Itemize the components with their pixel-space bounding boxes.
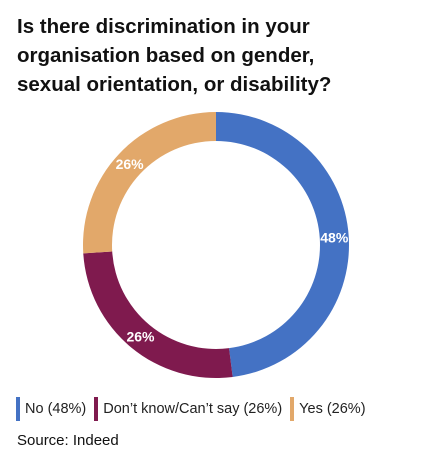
source-note: Source: Indeed xyxy=(17,432,119,449)
chart-legend: No (48%) Don’t know/Can’t say (26%) Yes … xyxy=(16,396,374,422)
legend-swatch-yes xyxy=(290,397,295,421)
chart-title-line-1: Is there discrimination in your xyxy=(17,15,310,38)
legend-label-dont-know: Don’t know/Can’t say (26%) xyxy=(103,401,283,417)
donut-slice-no xyxy=(216,112,350,377)
legend-item-yes: Yes (26%) xyxy=(290,397,366,421)
legend-item-dont-know: Don’t know/Can’t say (26%) xyxy=(94,397,282,421)
slice-label-dont-know: 26% xyxy=(126,328,155,344)
legend-label-no: No (48%) xyxy=(25,401,87,417)
slice-label-yes: 26% xyxy=(116,156,145,172)
chart-title: Is there discrimination in your organisa… xyxy=(17,12,427,99)
legend-label-yes: Yes (26%) xyxy=(299,401,366,417)
legend-swatch-no xyxy=(16,397,20,421)
donut-chart: 48% 26% 26% xyxy=(83,112,350,379)
slice-label-no: 48% xyxy=(320,230,349,246)
legend-swatch-dont-know xyxy=(94,397,99,421)
donut-slice-dont-know xyxy=(83,251,233,379)
donut-slice-yes xyxy=(83,112,216,254)
chart-title-line-3: sexual orientation, or disability? xyxy=(17,73,332,96)
legend-item-no: No (48%) xyxy=(16,397,86,421)
chart-title-line-2: organisation based on gender, xyxy=(17,44,315,67)
